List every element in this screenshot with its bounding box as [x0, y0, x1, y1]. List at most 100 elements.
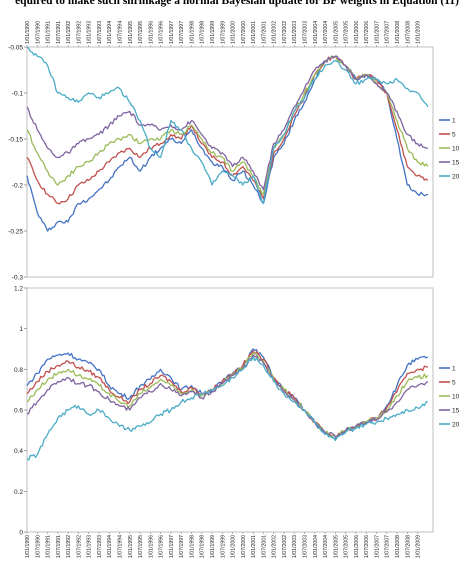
x-tick-label: 1/07/1992 [76, 21, 82, 44]
x-tick-label: 1/07/1997 [179, 535, 185, 558]
y-tick-label: 0.2 [14, 489, 23, 496]
x-tick-label: 1/01/1993 [87, 535, 93, 558]
y-tick-label: 1.2 [14, 286, 23, 293]
x-tick-label: 1/07/2008 [405, 535, 411, 558]
legend-label-10: 10 [452, 394, 460, 401]
x-tick-label: 1/07/1993 [97, 21, 103, 44]
x-tick-label: 1/01/1991 [46, 21, 52, 44]
x-tick-label: 1/07/2004 [323, 21, 329, 44]
series-line-20 [26, 46, 429, 205]
series-line-15 [26, 55, 428, 191]
x-tick-label: 1/07/1991 [56, 535, 62, 558]
x-tick-label: 1/07/2004 [323, 535, 329, 558]
x-tick-label: 1/07/2003 [303, 21, 309, 44]
x-tick-label: 1/01/1990 [25, 535, 31, 558]
x-tick-label: 1/01/2005 [333, 21, 339, 44]
x-tick-label: 1/01/1993 [87, 21, 93, 44]
x-tick-label: 1/07/2000 [241, 535, 247, 558]
x-tick-label: 1/07/1990 [35, 535, 41, 558]
x-tick-label: 1/07/2007 [385, 535, 391, 558]
x-tick-label: 1/07/1995 [138, 535, 144, 558]
x-tick-label: 1/07/1991 [56, 21, 62, 44]
y-tick-label: 0.8 [14, 367, 23, 374]
y-tick-label: -0.25 [8, 229, 23, 236]
x-tick-label: 1/07/1990 [35, 21, 41, 44]
chart-panel-1: -0.05 -0.1 -0.15 -0.2 -0.25 -0.3 1/01/1990 1/07… [8, 21, 459, 282]
x-tick-label: 1/01/1999 [210, 535, 216, 558]
x-tick-label: 1/07/1995 [138, 21, 144, 44]
x-tick-label: 1/01/2001 [251, 21, 257, 44]
x-tick-label: 1/01/2008 [395, 535, 401, 558]
x-tick-label: 1/07/2000 [241, 21, 247, 44]
x-tick-label: 1/01/2009 [416, 535, 422, 558]
x-tick-label: 1/07/1996 [159, 535, 165, 558]
x-tick-label: 1/07/1998 [200, 21, 206, 44]
x-tick-label: 1/07/2006 [364, 21, 370, 44]
x-tick-label: 1/01/1994 [107, 535, 113, 558]
x-tick-label: 1/07/1993 [97, 535, 103, 558]
x-tick-label: 1/07/1999 [220, 21, 226, 44]
x-tick-label: 1/01/1995 [128, 21, 134, 44]
x-tick-label: 1/01/1991 [46, 535, 52, 558]
x-tick-label: 1/07/2008 [405, 21, 411, 44]
y-tick-label: -0.1 [12, 91, 24, 98]
x-tick-label: 1/01/2007 [374, 21, 380, 44]
legend-label-1: 1 [452, 118, 456, 125]
legend-label-20: 20 [452, 422, 460, 429]
y-tick-label: 0.4 [14, 448, 23, 455]
figure-caption: equired to make such shrinkage a normal … [15, 0, 459, 7]
legend-label-5: 5 [452, 132, 456, 139]
x-tick-label: 1/07/1997 [179, 21, 185, 44]
plot-area [26, 287, 434, 533]
x-tick-label: 1/07/2002 [282, 21, 288, 44]
y-tick-label: 1 [19, 326, 23, 333]
x-tick-label: 1/01/2004 [313, 21, 319, 44]
x-tick-label: 1/01/2009 [416, 21, 422, 44]
y-tick-label: 0 [19, 530, 23, 537]
chart-panel-2: 0 0.2 0.4 0.6 0.8 1 1.2 1/01/1990 1/07/1990 1/01/… [14, 286, 460, 559]
x-tick-label: 1/07/1998 [200, 535, 206, 558]
legend-label-20: 20 [452, 174, 460, 181]
x-tick-label: 1/01/1997 [169, 21, 175, 44]
legend-label-15: 15 [452, 408, 460, 415]
x-tick-label: 1/07/2002 [282, 535, 288, 558]
y-tick-label: 0.6 [14, 408, 23, 415]
x-tick-label: 1/07/2001 [261, 21, 267, 44]
x-tick-label: 1/01/1997 [169, 535, 175, 558]
x-tick-label: 1/01/1995 [128, 535, 134, 558]
x-tick-label: 1/01/1994 [107, 21, 113, 44]
y-tick-label: -0.2 [12, 183, 24, 190]
legend-label-5: 5 [452, 380, 456, 387]
x-tick-label: 1/07/1996 [159, 21, 165, 44]
x-tick-label: 1/01/2007 [374, 535, 380, 558]
x-tick-label: 1/01/2008 [395, 21, 401, 44]
x-tick-label: 1/07/1992 [76, 535, 82, 558]
x-tick-label: 1/01/2006 [354, 535, 360, 558]
x-tick-label: 1/07/2006 [364, 535, 370, 558]
legend-label-10: 10 [452, 146, 460, 153]
x-tick-label: 1/01/2002 [272, 535, 278, 558]
x-tick-label: 1/01/2006 [354, 21, 360, 44]
x-tick-label: 1/01/1996 [148, 21, 154, 44]
x-tick-label: 1/07/2005 [344, 535, 350, 558]
series-line-20 [26, 356, 428, 461]
x-tick-label: 1/07/1999 [220, 535, 226, 558]
x-tick-label: 1/01/2003 [292, 21, 298, 44]
x-tick-label: 1/01/1999 [210, 21, 216, 44]
x-tick-label: 1/01/1998 [189, 21, 195, 44]
x-tick-label: 1/01/2004 [313, 535, 319, 558]
y-tick-label: -0.3 [12, 275, 24, 282]
x-tick-label: 1/07/1994 [118, 21, 124, 44]
x-tick-label: 1/01/1990 [25, 21, 31, 44]
y-tick-label: -0.05 [8, 45, 23, 52]
x-tick-label: 1/01/1992 [66, 21, 72, 44]
x-tick-label: 1/01/1998 [189, 535, 195, 558]
x-tick-label: 1/01/1996 [148, 535, 154, 558]
x-tick-label: 1/01/2005 [333, 535, 339, 558]
y-tick-label: -0.15 [8, 137, 23, 144]
legend-label-15: 15 [452, 160, 460, 167]
x-tick-label: 1/01/2000 [231, 21, 237, 44]
x-tick-label: 1/07/2007 [385, 21, 391, 44]
x-tick-label: 1/01/2000 [231, 535, 237, 558]
